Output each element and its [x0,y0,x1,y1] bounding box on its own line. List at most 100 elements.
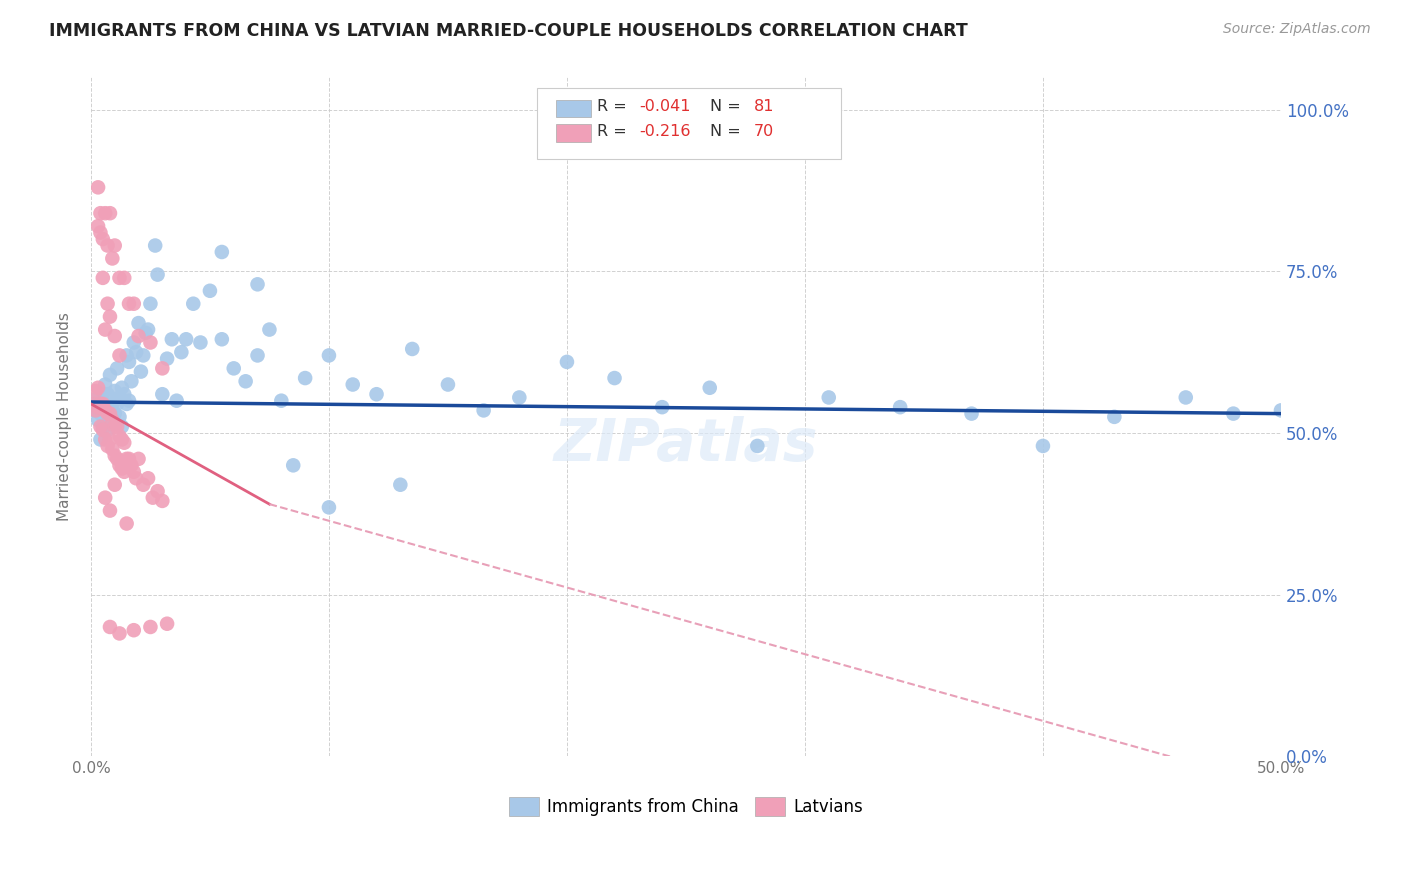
Point [125,345,148,359]
Point [104,449,127,463]
Point [143,238,166,252]
Text: R =: R = [596,99,631,114]
Point [98,620,121,634]
Point [508,391,530,405]
Point [128,316,150,330]
Point [89,419,111,434]
Point [132,348,155,362]
Text: -0.216: -0.216 [640,124,690,139]
Point [139,620,162,634]
Point [98,400,121,414]
Point [98,368,121,382]
Point [91,419,114,434]
Point [118,296,141,310]
Point [142,491,165,505]
Point [294,371,316,385]
Point [118,355,141,369]
Point [108,409,131,424]
Point [222,361,245,376]
Point [98,206,121,220]
Point [98,310,121,324]
FancyBboxPatch shape [557,100,591,118]
Point [101,252,124,266]
Text: Source: ZipAtlas.com: Source: ZipAtlas.com [1223,22,1371,37]
Point [122,465,145,479]
Point [94,322,117,336]
Point [89,433,111,447]
Point [112,465,135,479]
Point [150,387,173,401]
Point [283,458,305,473]
Text: -0.041: -0.041 [640,99,690,114]
Point [211,245,233,260]
Point [1270,403,1292,417]
Text: 70: 70 [754,124,775,139]
Point [105,419,128,434]
Point [87,413,110,427]
Point [270,393,292,408]
Point [108,429,131,443]
Point [555,355,578,369]
Point [259,322,281,336]
Point [122,296,145,310]
Point [366,387,388,401]
Point [108,626,131,640]
Point [94,409,117,424]
Point [111,461,134,475]
Point [115,348,138,362]
Point [91,270,114,285]
Point [174,332,197,346]
Point [105,397,128,411]
Point [1032,439,1054,453]
Point [112,270,135,285]
Point [437,377,460,392]
Point [94,377,117,392]
Point [389,477,412,491]
Point [170,345,193,359]
Text: N =: N = [710,124,745,139]
Point [235,374,257,388]
Point [104,407,127,421]
Point [97,387,120,401]
Point [150,361,173,376]
Point [115,516,138,531]
Point [125,471,148,485]
Point [108,458,131,473]
Point [91,387,114,401]
Text: ZIPatlas: ZIPatlas [554,416,818,473]
Point [101,397,124,411]
Point [318,348,340,362]
Point [342,377,364,392]
Point [101,442,124,457]
Point [112,435,135,450]
Point [89,407,111,421]
Point [87,219,110,234]
Point [87,381,110,395]
Point [129,365,152,379]
Point [817,391,839,405]
Point [120,374,142,388]
Point [136,471,159,485]
Point [97,407,120,421]
Point [82,397,104,411]
Point [211,332,233,346]
Point [89,397,111,411]
Point [128,451,150,466]
Point [318,500,340,515]
Point [1104,409,1126,424]
Point [98,433,121,447]
Y-axis label: Married-couple Households: Married-couple Households [58,312,72,521]
Point [105,451,128,466]
Point [94,403,117,417]
Point [160,332,183,346]
Point [94,206,117,220]
Point [97,238,120,252]
Text: R =: R = [596,124,631,139]
Point [889,400,911,414]
Point [111,381,134,395]
Point [94,491,117,505]
Point [89,206,111,220]
Point [91,423,114,437]
Point [128,329,150,343]
Legend: Immigrants from China, Latvians: Immigrants from China, Latvians [502,790,870,822]
